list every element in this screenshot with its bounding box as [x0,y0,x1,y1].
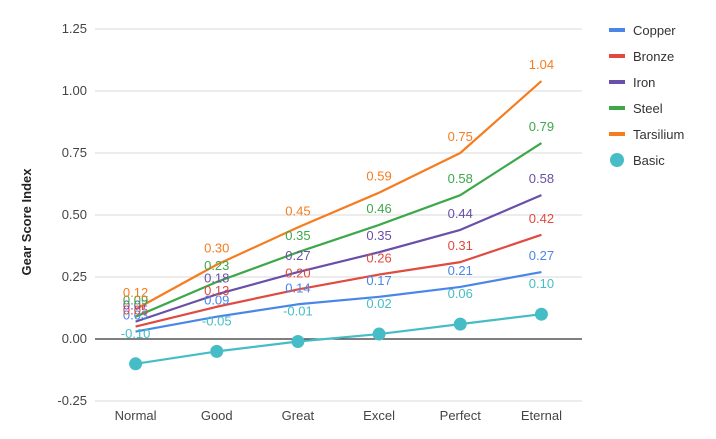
y-tick-label: 0.50 [62,207,87,222]
legend-label-iron: Iron [633,75,655,90]
data-label-iron: 0.27 [285,248,310,263]
data-label-iron: 0.58 [529,171,554,186]
series-line-tarsilium [135,80,543,311]
data-label-tarsilium: 0.45 [285,203,310,218]
legend-label-tarsilium: Tarsilium [633,127,684,142]
y-tick-label: 0.75 [62,145,87,160]
data-label-basic: -0.01 [283,303,313,318]
y-tick-label: 1.00 [62,83,87,98]
y-axis-title: Gear Score Index [19,168,34,276]
data-label-tarsilium: 0.59 [366,169,391,184]
y-axis-ticks: -0.25 0.00 0.25 0.50 0.75 1.00 1.25 [57,21,87,408]
data-label-steel: 0.58 [448,171,473,186]
data-label-copper: 0.03 [123,308,148,323]
x-tick-label: Good [201,408,233,423]
legend-item-basic[interactable]: Basic [610,153,665,168]
marker-basic [453,317,467,331]
y-tick-label: 0.00 [62,331,87,346]
legend-label-bronze: Bronze [633,49,674,64]
legend-marker-basic [610,153,624,167]
data-label-steel: 0.79 [529,119,554,134]
marker-basic [129,357,143,371]
data-label-basic: 0.02 [366,296,391,311]
data-label-iron: 0.07 [123,298,148,313]
data-label-iron: 0.44 [448,206,473,221]
legend-label-basic: Basic [633,153,665,168]
data-label-copper: 0.17 [366,273,391,288]
marker-basic [534,307,548,321]
legend-item-iron[interactable]: Iron [609,75,655,90]
legend-swatch-tarsilium [609,132,625,136]
data-label-copper: 0.21 [448,263,473,278]
data-label-copper: 0.14 [285,280,310,295]
series-line-steel [135,142,543,318]
legend-item-steel[interactable]: Steel [609,101,663,116]
series-line-bronze [135,233,542,328]
x-axis-ticks: Normal Good Great Excel Perfect Eternal [115,408,562,423]
data-label-tarsilium: 0.75 [448,129,473,144]
data-label-bronze: 0.05 [123,303,148,318]
data-label-bronze: 0.13 [204,283,229,298]
legend-label-copper: Copper [633,23,676,38]
data-label-bronze: 0.20 [285,265,310,280]
data-label-basic: 0.06 [448,286,473,301]
legend-swatch-bronze [609,54,625,58]
data-label-basic: -0.05 [202,313,232,328]
data-label-iron: 0.35 [366,228,391,243]
series-line-iron [135,194,542,323]
y-tick-label: -0.25 [57,393,87,408]
x-tick-label: Eternal [521,408,562,423]
x-tick-label: Normal [115,408,157,423]
data-label-steel: 0.09 [123,293,148,308]
y-tick-label: 0.25 [62,269,87,284]
legend-item-bronze[interactable]: Bronze [609,49,674,64]
legend-swatch-copper [609,28,625,32]
data-label-bronze: 0.26 [366,251,391,266]
data-label-tarsilium: 1.04 [529,57,554,72]
data-label-basic: -0.10 [121,326,151,341]
legend-label-steel: Steel [633,101,663,116]
legend-item-tarsilium[interactable]: Tarsilium [609,127,684,142]
x-tick-label: Excel [363,408,395,423]
y-tick-label: 1.25 [62,21,87,36]
legend-swatch-steel [609,106,625,110]
data-label-bronze: 0.31 [448,238,473,253]
series-line-basic [135,313,542,365]
data-label-copper: 0.09 [204,293,229,308]
series-line-copper [135,270,542,333]
data-label-bronze: 0.42 [529,211,554,226]
legend[interactable]: Copper Bronze Iron Steel Tarsilium Basic [609,23,684,168]
x-tick-label: Perfect [440,408,482,423]
data-label-steel: 0.46 [366,201,391,216]
marker-basic [210,344,224,358]
legend-swatch-iron [609,80,625,84]
data-labels: 0.030.090.14 0.170.210.270.050.130.200.26… [121,57,554,341]
marker-basic [291,334,305,348]
data-label-tarsilium: 0.12 [123,285,148,300]
x-tick-label: Great [282,408,315,423]
data-label-iron: 0.18 [204,270,229,285]
data-label-steel: 0.35 [285,228,310,243]
data-label-steel: 0.23 [204,258,229,273]
marker-basic [372,327,386,341]
series-lines [129,80,548,371]
data-label-copper: 0.27 [529,248,554,263]
data-label-tarsilium: 0.30 [204,241,229,256]
legend-item-copper[interactable]: Copper [609,23,676,38]
data-label-basic: 0.10 [529,276,554,291]
gridlines [95,28,582,402]
